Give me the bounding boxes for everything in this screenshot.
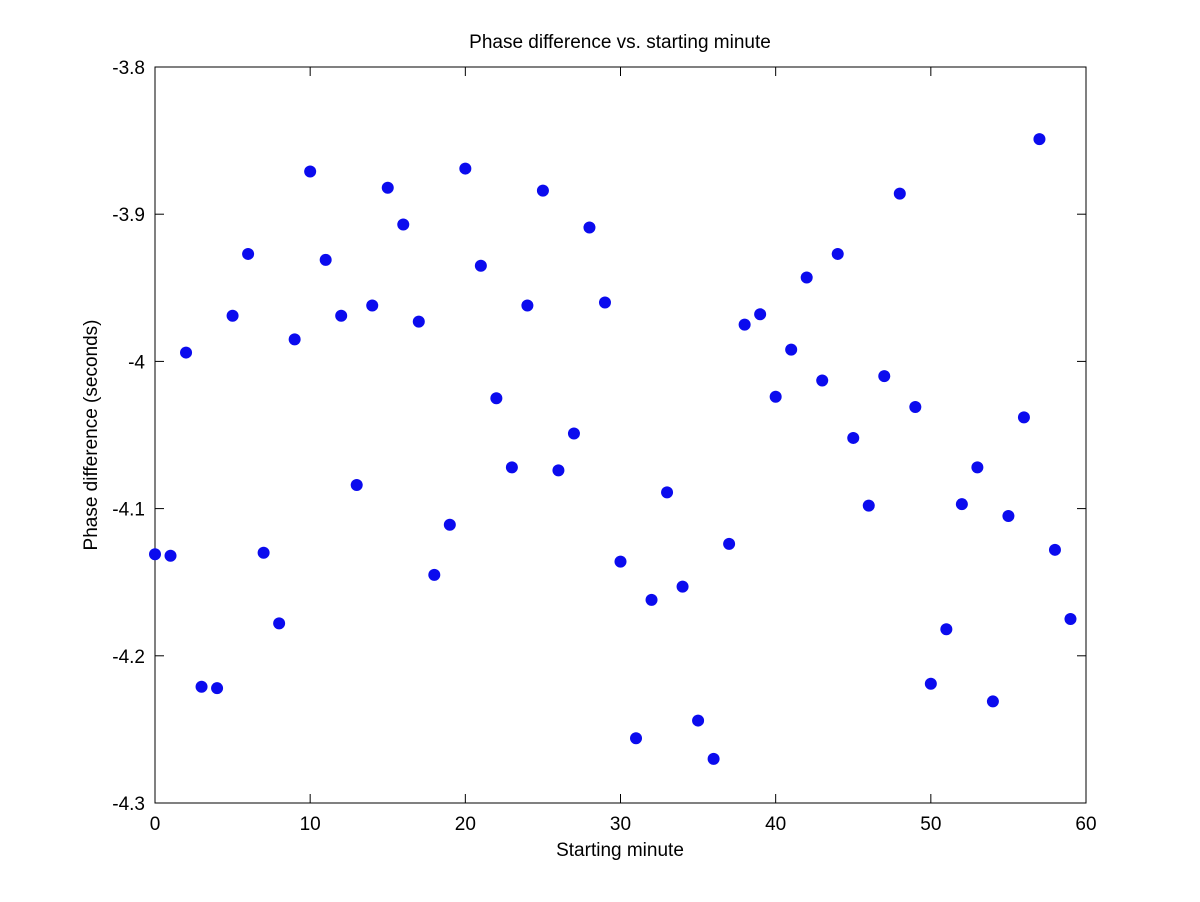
data-point xyxy=(474,259,487,272)
y-tick-label: -4.3 xyxy=(112,794,145,815)
data-point xyxy=(723,537,736,550)
data-point xyxy=(366,299,379,312)
y-tick-label: -4.1 xyxy=(112,500,145,521)
data-point xyxy=(226,309,239,322)
data-point xyxy=(536,184,549,197)
data-point xyxy=(955,498,968,511)
data-point xyxy=(335,309,348,322)
data-point xyxy=(707,752,720,765)
data-point xyxy=(661,486,674,499)
x-tick-label: 20 xyxy=(455,814,476,835)
data-point xyxy=(831,247,844,260)
data-point xyxy=(940,623,953,636)
y-axis: -4.3 -4.2 -4.1 -4 -3.9 -3.8 xyxy=(112,58,1086,815)
y-tick-label: -3.9 xyxy=(112,205,145,226)
x-axis: 0 10 20 30 40 50 60 xyxy=(150,67,1097,835)
data-point xyxy=(149,548,161,561)
data-point xyxy=(242,247,255,260)
y-tick-label: -4 xyxy=(128,352,145,373)
data-point xyxy=(971,461,984,474)
data-point xyxy=(862,499,875,512)
data-point xyxy=(180,346,193,359)
data-point xyxy=(567,427,580,440)
data-point xyxy=(583,221,596,234)
data-point xyxy=(428,568,441,581)
data-point xyxy=(1002,509,1015,522)
x-tick-label: 60 xyxy=(1075,814,1096,835)
x-tick-label: 30 xyxy=(610,814,631,835)
data-point xyxy=(412,315,425,328)
data-point xyxy=(288,333,301,346)
x-tick-label: 10 xyxy=(300,814,321,835)
data-point xyxy=(598,296,611,309)
data-point xyxy=(552,464,565,477)
data-point xyxy=(505,461,518,474)
data-point xyxy=(614,555,627,568)
data-point xyxy=(381,181,394,194)
plot-area xyxy=(154,66,1087,804)
data-points xyxy=(149,133,1077,765)
data-point xyxy=(676,580,689,593)
data-point xyxy=(1048,543,1061,556)
data-point xyxy=(800,271,813,284)
chart-title: Phase difference vs. starting minute xyxy=(469,32,771,53)
y-axis-label: Phase difference (seconds) xyxy=(81,320,102,551)
data-point xyxy=(754,308,767,321)
data-point xyxy=(769,390,782,403)
data-point xyxy=(909,401,922,414)
data-point xyxy=(847,431,860,444)
data-point xyxy=(1033,133,1046,146)
data-point xyxy=(273,617,286,630)
data-point xyxy=(785,343,798,356)
data-point xyxy=(521,299,534,312)
data-point xyxy=(257,546,270,559)
data-point xyxy=(986,695,999,708)
data-point xyxy=(1064,613,1077,625)
data-point xyxy=(816,374,829,387)
data-point xyxy=(738,318,751,331)
data-point xyxy=(878,370,891,383)
data-point xyxy=(443,518,456,531)
data-point xyxy=(164,549,177,562)
x-axis-label: Starting minute xyxy=(556,840,684,861)
x-tick-label: 0 xyxy=(150,814,161,835)
data-point xyxy=(195,680,208,693)
x-tick-label: 40 xyxy=(765,814,786,835)
y-tick-label: -4.2 xyxy=(112,647,145,668)
data-point xyxy=(893,187,906,200)
data-point xyxy=(397,218,410,231)
data-point xyxy=(692,714,705,727)
data-point xyxy=(459,162,472,175)
data-point xyxy=(211,682,224,695)
data-point xyxy=(1017,411,1030,424)
y-tick-label: -3.8 xyxy=(112,58,145,79)
data-point xyxy=(304,165,317,178)
data-point xyxy=(924,677,937,690)
x-tick-label: 50 xyxy=(920,814,941,835)
data-point xyxy=(319,253,332,266)
data-point xyxy=(350,479,363,492)
data-point xyxy=(645,593,658,606)
data-point xyxy=(490,392,503,405)
data-point xyxy=(630,732,643,745)
